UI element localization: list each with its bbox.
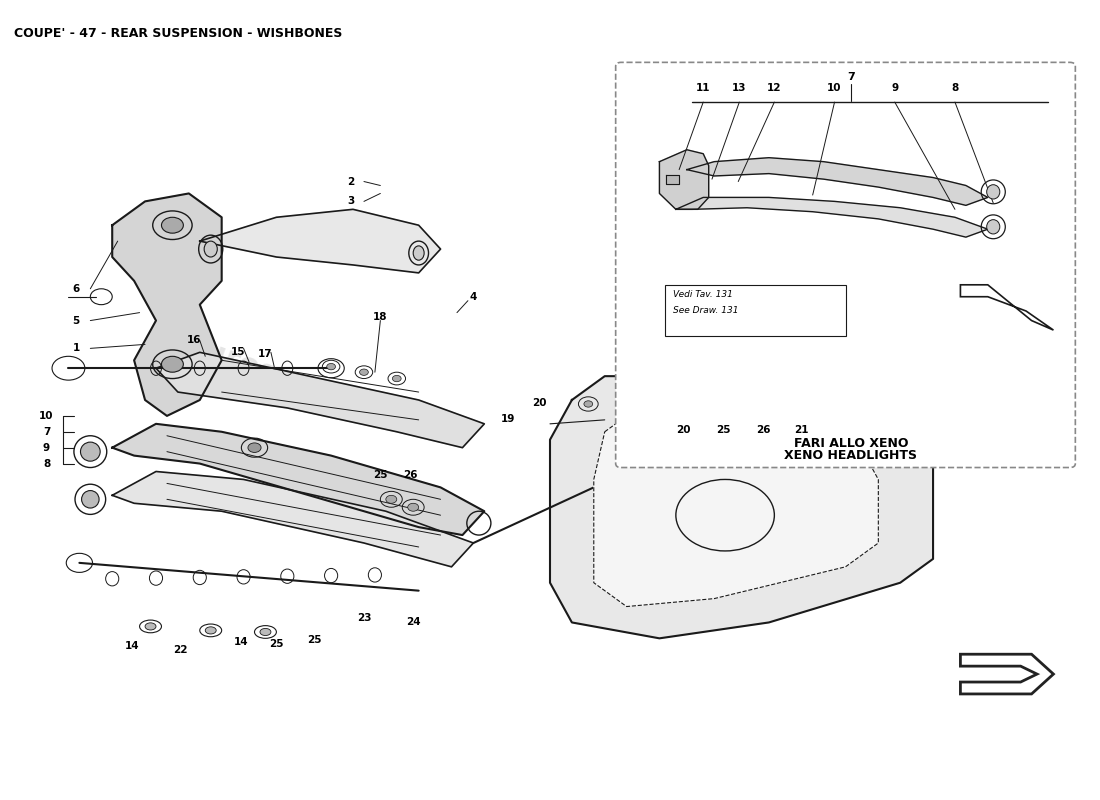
Text: 26: 26 bbox=[756, 425, 771, 435]
Text: 21: 21 bbox=[794, 425, 808, 435]
Text: 11: 11 bbox=[696, 82, 711, 93]
Text: 7: 7 bbox=[43, 426, 51, 437]
Polygon shape bbox=[686, 158, 988, 206]
Polygon shape bbox=[675, 198, 988, 237]
Ellipse shape bbox=[987, 220, 1000, 234]
Text: 18: 18 bbox=[373, 311, 387, 322]
Text: FARI ALLO XENO: FARI ALLO XENO bbox=[794, 437, 909, 450]
Circle shape bbox=[248, 443, 261, 453]
Circle shape bbox=[393, 375, 402, 382]
Text: 3: 3 bbox=[348, 196, 354, 206]
Text: 25: 25 bbox=[716, 425, 730, 435]
Text: 6: 6 bbox=[73, 284, 79, 294]
Text: 8: 8 bbox=[43, 458, 51, 469]
Text: 20: 20 bbox=[676, 425, 691, 435]
Ellipse shape bbox=[145, 623, 156, 630]
Polygon shape bbox=[666, 175, 679, 184]
Text: eurospares: eurospares bbox=[619, 258, 810, 351]
Text: 1: 1 bbox=[73, 343, 79, 354]
Ellipse shape bbox=[744, 419, 761, 437]
Polygon shape bbox=[960, 654, 1054, 694]
Polygon shape bbox=[550, 376, 933, 638]
Ellipse shape bbox=[260, 629, 271, 635]
Text: 9: 9 bbox=[891, 82, 899, 93]
Text: 22: 22 bbox=[173, 646, 187, 655]
Text: 2: 2 bbox=[348, 177, 354, 186]
Text: 10: 10 bbox=[40, 411, 54, 421]
Bar bbox=[664, 285, 846, 337]
Ellipse shape bbox=[414, 246, 425, 260]
Circle shape bbox=[584, 401, 593, 407]
Text: 5: 5 bbox=[73, 315, 79, 326]
Polygon shape bbox=[659, 150, 708, 210]
FancyBboxPatch shape bbox=[616, 62, 1076, 467]
Text: 7: 7 bbox=[847, 72, 855, 82]
Circle shape bbox=[408, 503, 419, 511]
Ellipse shape bbox=[688, 433, 697, 438]
Text: 23: 23 bbox=[356, 614, 371, 623]
Circle shape bbox=[676, 397, 685, 403]
Ellipse shape bbox=[748, 437, 758, 442]
Text: 26: 26 bbox=[403, 470, 417, 481]
Circle shape bbox=[162, 218, 184, 233]
Circle shape bbox=[162, 356, 184, 372]
Text: 24: 24 bbox=[406, 618, 420, 627]
Text: 19: 19 bbox=[502, 414, 516, 424]
Ellipse shape bbox=[206, 627, 217, 634]
Text: See Draw. 131: See Draw. 131 bbox=[672, 306, 738, 315]
Text: 12: 12 bbox=[767, 82, 782, 93]
Text: 10: 10 bbox=[827, 82, 842, 93]
Circle shape bbox=[720, 401, 729, 407]
Text: 14: 14 bbox=[124, 642, 140, 651]
Circle shape bbox=[386, 495, 397, 503]
Polygon shape bbox=[960, 285, 1054, 330]
Ellipse shape bbox=[987, 185, 1000, 199]
Polygon shape bbox=[112, 194, 222, 416]
Text: eurospares: eurospares bbox=[182, 330, 372, 422]
Text: 25: 25 bbox=[307, 635, 322, 645]
Text: COUPE' - 47 - REAR SUSPENSION - WISHBONES: COUPE' - 47 - REAR SUSPENSION - WISHBONE… bbox=[13, 26, 342, 40]
Ellipse shape bbox=[672, 415, 690, 433]
Ellipse shape bbox=[80, 442, 100, 461]
Polygon shape bbox=[594, 416, 878, 606]
Polygon shape bbox=[200, 210, 441, 273]
Text: 15: 15 bbox=[231, 347, 245, 358]
Ellipse shape bbox=[81, 490, 99, 508]
Text: 25: 25 bbox=[373, 470, 387, 481]
Text: Vedi Tav. 131: Vedi Tav. 131 bbox=[672, 290, 733, 299]
Text: 9: 9 bbox=[43, 442, 51, 453]
Circle shape bbox=[327, 363, 336, 370]
Ellipse shape bbox=[205, 241, 218, 257]
Text: 14: 14 bbox=[234, 638, 249, 647]
Text: XENO HEADLIGHTS: XENO HEADLIGHTS bbox=[784, 449, 917, 462]
Text: 4: 4 bbox=[470, 292, 477, 302]
Circle shape bbox=[360, 369, 368, 375]
Text: 25: 25 bbox=[270, 639, 284, 649]
Text: 13: 13 bbox=[733, 82, 747, 93]
Polygon shape bbox=[112, 424, 484, 535]
Ellipse shape bbox=[715, 435, 725, 441]
Text: 17: 17 bbox=[258, 349, 273, 359]
Ellipse shape bbox=[705, 417, 723, 434]
Polygon shape bbox=[156, 352, 484, 448]
Polygon shape bbox=[112, 471, 473, 567]
Text: 20: 20 bbox=[531, 398, 547, 408]
Text: 8: 8 bbox=[952, 82, 958, 93]
Text: 16: 16 bbox=[187, 335, 201, 346]
